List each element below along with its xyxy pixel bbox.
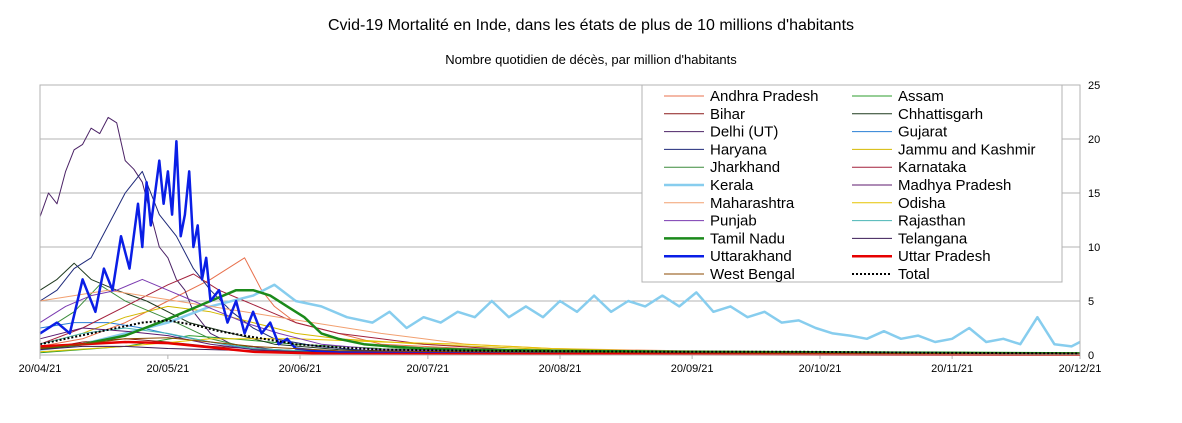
legend-label: Gujarat [898,124,948,141]
y-tick-label: 10 [1088,242,1100,254]
y-tick-label: 15 [1088,188,1100,200]
legend-label: Jharkhand [710,159,780,176]
x-tick-label: 20/06/21 [279,363,322,375]
legend-label: Rajasthan [898,213,966,230]
series-line-jharkhand [39,284,1081,355]
chart-title: Cvid-19 Mortalité en Inde, dans les état… [328,17,854,34]
legend-label: Bihar [710,106,745,123]
y-tick-label: 5 [1088,296,1094,308]
y-tick-label: 25 [1088,80,1100,92]
x-tick-label: 20/07/21 [406,363,449,375]
x-tick-label: 20/12/21 [1059,363,1102,375]
series-line-chhattisgarh [39,262,1081,355]
legend-label: West Bengal [710,266,795,283]
series-line-total [39,319,1081,355]
series-line-karnataka [39,273,1081,355]
plot-area-border [39,84,1081,356]
legend-label: Kerala [710,177,754,194]
legend-label: Odisha [898,195,946,212]
series-lines [39,116,1081,357]
series-line-kerala [39,283,1081,351]
legend-label: Delhi (UT) [710,124,778,141]
legend-box [641,84,1063,283]
legend-label: Uttarakhand [710,248,792,265]
x-tick-label: 20/05/21 [146,363,189,375]
legend-label: Maharashtra [710,195,795,212]
y-axis-ticks: 0 5 10 15 20 25 [1088,80,1100,362]
x-tick-label: 20/08/21 [539,363,582,375]
y-tick-label: 20 [1088,134,1100,146]
legend-label: Chhattisgarh [898,106,983,123]
legend-label: Punjab [710,213,757,230]
series-line-uttarakhand [39,139,1081,356]
series-line-uttar-pradesh [39,340,1081,357]
x-tick-label: 20/04/21 [19,363,62,375]
legend-label: Telangana [898,230,968,247]
x-tick-label: 20/11/21 [931,363,973,375]
legend-label: Total [898,266,930,283]
x-axis-ticks: 20/04/21 20/05/21 20/06/21 20/07/21 20/08/21… [19,355,1102,375]
legend-label: Andhra Pradesh [710,88,818,105]
series-line-maharashtra [39,289,1081,354]
x-tick-label: 20/10/21 [799,363,842,375]
legend-label: Jammu and Kashmir [898,141,1036,158]
x-tick-label: 20/09/21 [671,363,714,375]
series-line-punjab [39,278,1081,355]
y-tick-label: 0 [1088,350,1094,362]
series-line-tamil-nadu [39,288,1081,355]
legend-label: Karnataka [898,159,967,176]
legend-label: Haryana [710,141,767,158]
legend: Andhra Pradesh Assam Bihar Chhattisgarh Delh… [641,84,1063,283]
series-line-west-bengal [39,337,1081,355]
chart-subtitle: Nombre quotidien de décès, par million d… [445,52,737,67]
legend-label: Uttar Pradesh [898,248,991,265]
legend-label: Madhya Pradesh [898,177,1011,194]
legend-label: Tamil Nadu [710,230,785,247]
legend-label: Assam [898,88,944,105]
